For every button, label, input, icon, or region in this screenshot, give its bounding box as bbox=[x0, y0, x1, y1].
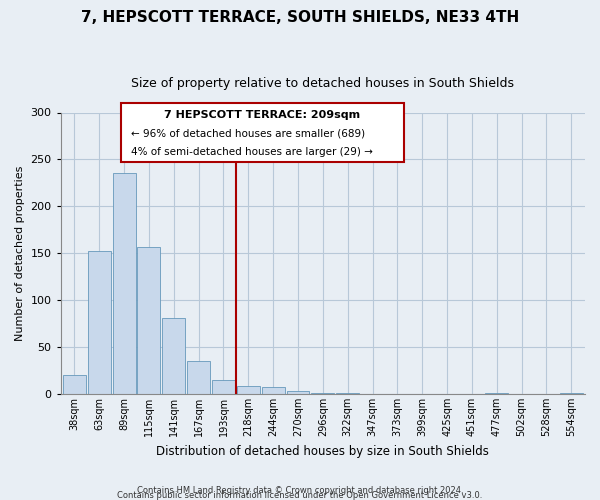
Bar bbox=[212, 380, 235, 394]
Bar bbox=[237, 386, 260, 394]
Bar bbox=[88, 252, 110, 394]
Text: Contains public sector information licensed under the Open Government Licence v3: Contains public sector information licen… bbox=[118, 490, 482, 500]
Bar bbox=[163, 318, 185, 394]
Bar bbox=[336, 393, 359, 394]
Bar bbox=[63, 375, 86, 394]
Text: ← 96% of detached houses are smaller (689): ← 96% of detached houses are smaller (68… bbox=[131, 129, 365, 139]
Bar bbox=[137, 246, 160, 394]
Bar bbox=[560, 393, 583, 394]
Y-axis label: Number of detached properties: Number of detached properties bbox=[15, 166, 25, 341]
Title: Size of property relative to detached houses in South Shields: Size of property relative to detached ho… bbox=[131, 78, 514, 90]
X-axis label: Distribution of detached houses by size in South Shields: Distribution of detached houses by size … bbox=[157, 444, 489, 458]
Text: Contains HM Land Registry data © Crown copyright and database right 2024.: Contains HM Land Registry data © Crown c… bbox=[137, 486, 463, 495]
FancyBboxPatch shape bbox=[121, 102, 404, 162]
Text: 4% of semi-detached houses are larger (29) →: 4% of semi-detached houses are larger (2… bbox=[131, 147, 373, 157]
Text: 7, HEPSCOTT TERRACE, SOUTH SHIELDS, NE33 4TH: 7, HEPSCOTT TERRACE, SOUTH SHIELDS, NE33… bbox=[81, 10, 519, 25]
Bar bbox=[311, 393, 334, 394]
Bar bbox=[287, 391, 310, 394]
Bar bbox=[113, 174, 136, 394]
Bar bbox=[262, 386, 284, 394]
Text: 7 HEPSCOTT TERRACE: 209sqm: 7 HEPSCOTT TERRACE: 209sqm bbox=[164, 110, 361, 120]
Bar bbox=[485, 393, 508, 394]
Bar bbox=[187, 361, 210, 394]
